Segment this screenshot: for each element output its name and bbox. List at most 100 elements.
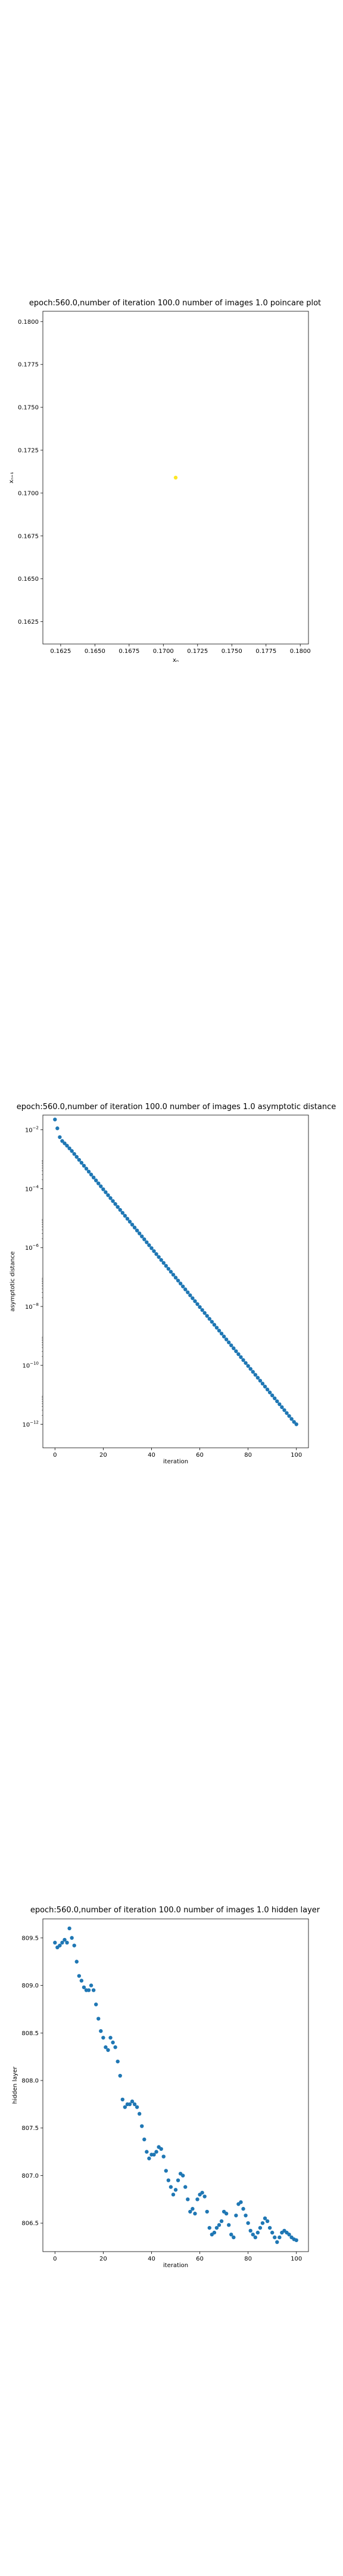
data-point bbox=[118, 1208, 122, 1212]
y-tick-label: 10−12 bbox=[22, 1420, 39, 1428]
data-point bbox=[104, 1190, 108, 1194]
data-point bbox=[99, 2029, 103, 2033]
y-ticks: 806.5 807.0 807.5 808.0 808.5 809.0 809.5 bbox=[21, 1935, 43, 2227]
x-tick-label: 0 bbox=[53, 2256, 57, 2262]
data-point bbox=[267, 2225, 272, 2230]
data-point bbox=[104, 2045, 108, 2049]
data-point bbox=[270, 2230, 275, 2235]
data-point bbox=[292, 1420, 296, 1424]
data-point bbox=[224, 2212, 229, 2216]
x-tick-label: 60 bbox=[196, 2256, 204, 2262]
data-point bbox=[91, 1175, 96, 1179]
x-tick-label: 40 bbox=[148, 2256, 155, 2262]
data-point bbox=[96, 2017, 101, 2021]
data-point bbox=[234, 1349, 238, 1354]
x-tick-label: 0.1700 bbox=[153, 648, 174, 655]
data-point bbox=[130, 1222, 135, 1227]
data-point bbox=[236, 1352, 241, 1357]
data-point bbox=[263, 1385, 267, 1389]
data-point bbox=[188, 1293, 192, 1298]
data-point bbox=[188, 2209, 192, 2214]
data-point bbox=[60, 1940, 64, 1945]
data-point bbox=[147, 2156, 151, 2160]
x-tick-label: 0.1775 bbox=[255, 648, 276, 655]
data-point bbox=[113, 2045, 117, 2049]
data-point bbox=[149, 1246, 154, 1250]
data-point bbox=[275, 1399, 279, 1404]
data-point bbox=[55, 1126, 60, 1131]
y-tick-label: 10−2 bbox=[25, 1126, 39, 1134]
plot-frame bbox=[42, 1918, 309, 2252]
data-point bbox=[265, 1388, 270, 1392]
data-point bbox=[116, 1205, 120, 1209]
data-point bbox=[258, 1379, 263, 1383]
data-points bbox=[53, 1117, 298, 1426]
data-point bbox=[82, 1163, 86, 1168]
data-point bbox=[96, 1181, 101, 1185]
data-point bbox=[132, 1225, 137, 1230]
data-point bbox=[70, 1149, 74, 1153]
data-point bbox=[171, 2193, 176, 2197]
data-point bbox=[74, 1154, 79, 1159]
data-point bbox=[173, 475, 178, 480]
data-point bbox=[251, 1370, 255, 1374]
y-tick-label: 0.1700 bbox=[18, 490, 39, 497]
data-point bbox=[227, 1340, 231, 1345]
y-tick-label: 10−6 bbox=[25, 1243, 39, 1252]
data-point bbox=[267, 1390, 272, 1395]
y-tick-label: 809.5 bbox=[21, 1935, 39, 1942]
data-point bbox=[101, 2036, 105, 2040]
data-point bbox=[89, 1172, 93, 1176]
data-point bbox=[255, 1376, 260, 1380]
data-point bbox=[130, 2099, 135, 2104]
data-point bbox=[198, 1305, 202, 1309]
data-point bbox=[159, 1258, 163, 1262]
data-point bbox=[294, 1422, 298, 1426]
y-tick-label: 10−4 bbox=[25, 1184, 39, 1193]
data-point bbox=[214, 1326, 219, 1330]
data-point bbox=[200, 2190, 204, 2195]
y-tick-label: 0.1725 bbox=[18, 447, 39, 454]
y-tick-label: 808.0 bbox=[21, 2078, 39, 2085]
data-point bbox=[159, 2147, 163, 2151]
y-tick-label: 0.1750 bbox=[18, 405, 39, 411]
data-point bbox=[147, 1243, 151, 1247]
data-point bbox=[65, 1940, 69, 1945]
data-point bbox=[169, 1270, 173, 1274]
data-point bbox=[53, 1940, 57, 1945]
data-point bbox=[224, 1337, 229, 1342]
data-point bbox=[63, 1141, 67, 1145]
x-tick-label: 20 bbox=[99, 1452, 107, 1459]
data-point bbox=[67, 1926, 71, 1931]
y-tick-label: 807.0 bbox=[21, 2173, 39, 2179]
data-point bbox=[229, 2233, 233, 2237]
data-point bbox=[241, 1358, 245, 1363]
data-point bbox=[191, 2207, 195, 2211]
data-point bbox=[145, 2150, 149, 2154]
chart-title: epoch:560.0,number of iteration 100.0 nu… bbox=[17, 1103, 336, 1111]
data-point bbox=[166, 1267, 171, 1271]
data-point bbox=[280, 1405, 284, 1410]
data-point bbox=[91, 1988, 96, 1992]
data-point bbox=[137, 2111, 142, 2116]
x-axis-label: xₙ bbox=[173, 657, 179, 664]
data-point bbox=[120, 1210, 124, 1215]
data-point bbox=[169, 2185, 173, 2189]
chart-title: epoch:560.0,number of iteration 100.0 nu… bbox=[30, 1906, 320, 1915]
x-ticks: 0.1625 0.1650 0.1675 0.1700 0.1725 0.1750 0.17… bbox=[50, 644, 311, 655]
x-tick-label: 40 bbox=[148, 1452, 155, 1459]
data-point bbox=[123, 1213, 127, 1218]
data-point bbox=[205, 2209, 209, 2214]
plot-frame bbox=[42, 311, 309, 645]
data-point bbox=[63, 1937, 67, 1942]
data-point bbox=[106, 2048, 110, 2052]
data-point bbox=[246, 2221, 250, 2225]
data-point bbox=[123, 2105, 127, 2109]
data-point bbox=[260, 2221, 265, 2225]
data-point bbox=[166, 2178, 171, 2182]
data-point bbox=[142, 1237, 146, 1241]
data-point bbox=[111, 1199, 115, 1203]
data-point bbox=[135, 1228, 139, 1233]
x-tick-label: 0.1675 bbox=[119, 648, 139, 655]
